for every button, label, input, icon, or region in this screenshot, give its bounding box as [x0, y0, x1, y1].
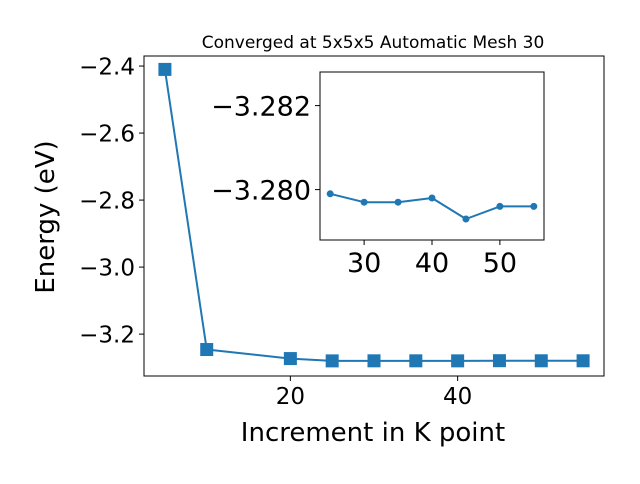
- main-data-point: [200, 343, 214, 357]
- main-data-point: [576, 354, 590, 368]
- main-data-point: [325, 354, 339, 368]
- main-y-tick-label: −2.4: [79, 54, 135, 80]
- inset-plot: 30 40 50 −3.280 −3.282: [211, 71, 545, 279]
- inset-y-tick-label: −3.280: [211, 175, 311, 206]
- x-axis-label: Increment in K point: [241, 418, 505, 448]
- inset-data-point: [360, 198, 368, 206]
- inset-data-point: [530, 202, 538, 210]
- inset-x-tick-label: 50: [483, 248, 517, 279]
- inset-data-point: [428, 194, 436, 202]
- main-data-point: [158, 62, 172, 76]
- main-data-point: [409, 354, 423, 368]
- main-y-tick-label: −3.2: [79, 322, 135, 348]
- main-data-point: [451, 354, 465, 368]
- inset-axes-frame: [319, 71, 545, 241]
- main-data-point: [367, 354, 381, 368]
- main-data-point: [492, 354, 506, 368]
- inset-data-point: [394, 198, 402, 206]
- y-axis-label: Energy (eV): [31, 140, 61, 293]
- main-y-tick-label: −2.6: [79, 121, 135, 147]
- inset-data-point: [462, 215, 470, 223]
- inset-x-tick-label: 30: [347, 248, 381, 279]
- main-y-tick-label: −3.0: [79, 255, 135, 281]
- main-series-line: [163, 69, 584, 362]
- chart-title: Converged at 5x5x5 Automatic Mesh 30: [202, 33, 545, 53]
- inset-y-tick-label: −3.282: [211, 91, 311, 122]
- inset-x-tick-label: 40: [415, 248, 449, 279]
- main-data-point: [283, 352, 297, 366]
- main-x-tick-label: 20: [276, 384, 305, 410]
- inset-data-point: [496, 202, 504, 210]
- main-y-tick-label: −2.8: [79, 188, 135, 214]
- main-data-point: [534, 354, 548, 368]
- main-x-tick-label: 40: [443, 384, 472, 410]
- inset-data-point: [326, 190, 334, 198]
